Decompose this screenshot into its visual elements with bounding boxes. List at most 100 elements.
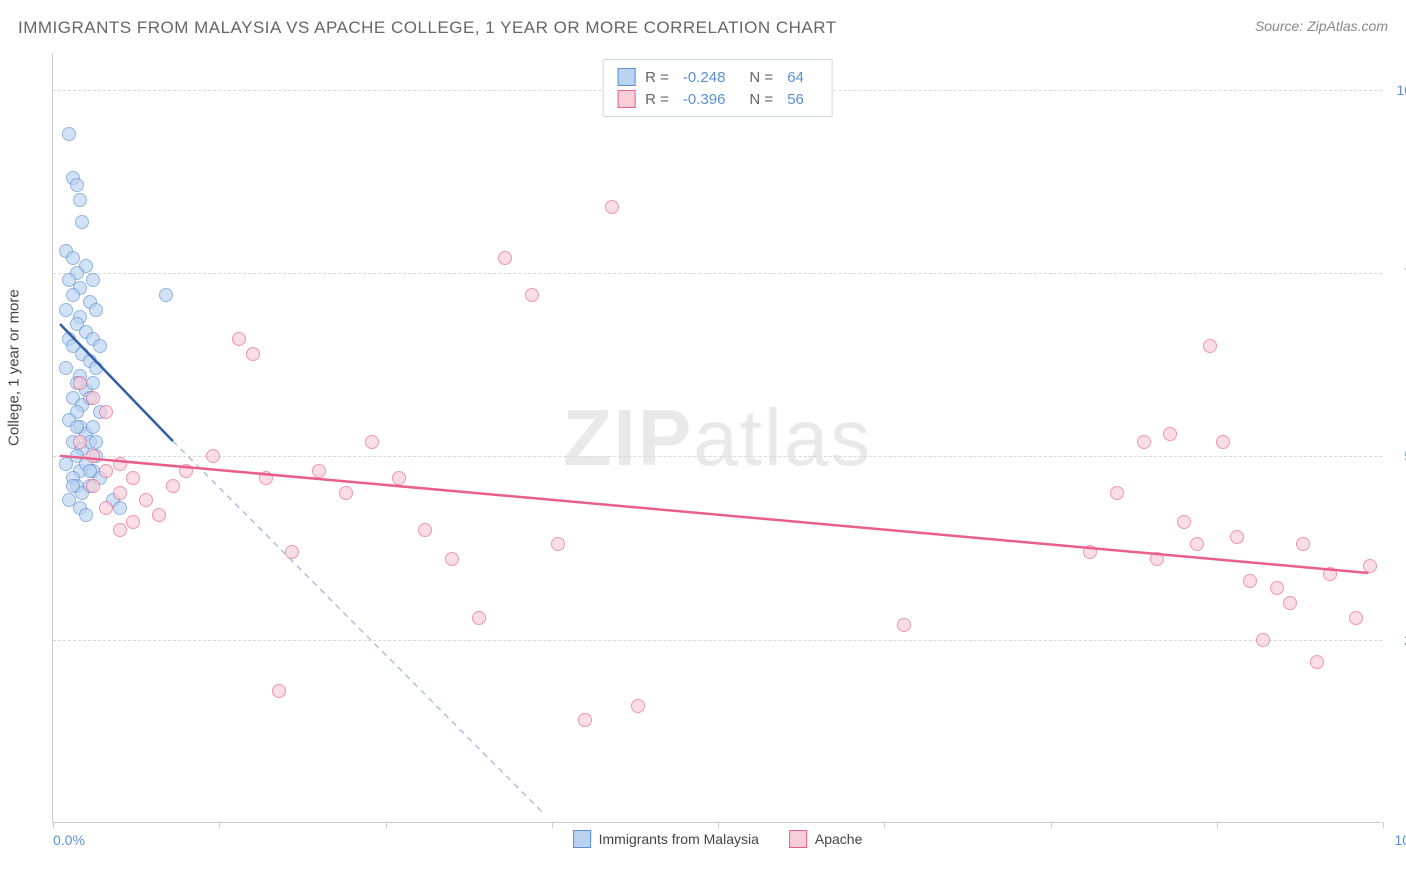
x-tick bbox=[53, 822, 54, 828]
n-label: N = bbox=[749, 91, 773, 108]
source-name: ZipAtlas.com bbox=[1307, 18, 1388, 34]
x-axis-min-label: 0.0% bbox=[53, 832, 85, 848]
data-point bbox=[79, 508, 93, 522]
data-point bbox=[70, 178, 84, 192]
data-point bbox=[285, 545, 299, 559]
x-tick bbox=[718, 822, 719, 828]
data-point bbox=[99, 405, 113, 419]
data-point bbox=[472, 611, 486, 625]
chart-title: IMMIGRANTS FROM MALAYSIA VS APACHE COLLE… bbox=[18, 18, 837, 38]
data-point bbox=[339, 486, 353, 500]
data-point bbox=[113, 501, 127, 515]
data-point bbox=[179, 464, 193, 478]
x-tick bbox=[1051, 822, 1052, 828]
data-point bbox=[89, 361, 103, 375]
data-point bbox=[99, 464, 113, 478]
legend-label: Immigrants from Malaysia bbox=[599, 831, 759, 847]
data-point bbox=[86, 391, 100, 405]
y-axis-title: College, 1 year or more bbox=[6, 289, 23, 446]
data-point bbox=[126, 515, 140, 529]
data-point bbox=[159, 288, 173, 302]
chart-container: IMMIGRANTS FROM MALAYSIA VS APACHE COLLE… bbox=[0, 0, 1406, 892]
data-point bbox=[93, 339, 107, 353]
data-point bbox=[126, 471, 140, 485]
data-point bbox=[99, 501, 113, 515]
x-tick bbox=[1383, 822, 1384, 828]
data-point bbox=[1203, 339, 1217, 353]
data-point bbox=[86, 420, 100, 434]
data-point bbox=[166, 479, 180, 493]
y-tick-label: 100.0% bbox=[1397, 82, 1406, 98]
data-point bbox=[1150, 552, 1164, 566]
data-point bbox=[551, 537, 565, 551]
r-label: R = bbox=[645, 91, 669, 108]
data-point bbox=[897, 618, 911, 632]
n-label: N = bbox=[749, 69, 773, 86]
watermark: ZIPatlas bbox=[563, 392, 872, 484]
data-point bbox=[139, 493, 153, 507]
data-point bbox=[1083, 545, 1097, 559]
legend-stats-box: R =-0.248N =64R =-0.396N =56 bbox=[602, 59, 833, 117]
data-point bbox=[1363, 559, 1377, 573]
r-label: R = bbox=[645, 69, 669, 86]
legend-series: Immigrants from Malaysia Apache bbox=[573, 830, 863, 848]
data-point bbox=[525, 288, 539, 302]
watermark-light: atlas bbox=[693, 393, 872, 482]
data-point bbox=[1190, 537, 1204, 551]
legend-swatch bbox=[617, 68, 635, 86]
x-tick bbox=[219, 822, 220, 828]
data-point bbox=[113, 523, 127, 537]
data-point bbox=[1216, 435, 1230, 449]
data-point bbox=[59, 457, 73, 471]
legend-item: Immigrants from Malaysia bbox=[573, 830, 759, 848]
legend-swatch bbox=[789, 830, 807, 848]
data-point bbox=[1283, 596, 1297, 610]
legend-swatch bbox=[573, 830, 591, 848]
data-point bbox=[66, 479, 80, 493]
data-point bbox=[86, 273, 100, 287]
data-point bbox=[1243, 574, 1257, 588]
trend-lines-layer bbox=[53, 53, 1382, 822]
trend-line bbox=[60, 456, 1368, 573]
data-point bbox=[66, 288, 80, 302]
source-prefix: Source: bbox=[1255, 18, 1307, 34]
legend-item: Apache bbox=[789, 830, 862, 848]
r-value: -0.396 bbox=[683, 91, 726, 108]
data-point bbox=[365, 435, 379, 449]
x-tick bbox=[1217, 822, 1218, 828]
x-axis-max-label: 100.0% bbox=[1395, 832, 1406, 848]
data-point bbox=[83, 464, 97, 478]
n-value: 56 bbox=[787, 91, 804, 108]
gridline bbox=[53, 640, 1382, 641]
x-tick bbox=[884, 822, 885, 828]
data-point bbox=[89, 303, 103, 317]
legend-swatch bbox=[617, 90, 635, 108]
data-point bbox=[272, 684, 286, 698]
source-attribution: Source: ZipAtlas.com bbox=[1255, 18, 1388, 34]
gridline bbox=[53, 456, 1382, 457]
data-point bbox=[59, 303, 73, 317]
legend-label: Apache bbox=[815, 831, 862, 847]
data-point bbox=[1230, 530, 1244, 544]
data-point bbox=[62, 127, 76, 141]
data-point bbox=[73, 193, 87, 207]
data-point bbox=[70, 420, 84, 434]
data-point bbox=[631, 699, 645, 713]
data-point bbox=[232, 332, 246, 346]
data-point bbox=[445, 552, 459, 566]
data-point bbox=[418, 523, 432, 537]
data-point bbox=[73, 376, 87, 390]
data-point bbox=[1256, 633, 1270, 647]
n-value: 64 bbox=[787, 69, 804, 86]
data-point bbox=[86, 376, 100, 390]
data-point bbox=[152, 508, 166, 522]
data-point bbox=[246, 347, 260, 361]
data-point bbox=[578, 713, 592, 727]
data-point bbox=[498, 251, 512, 265]
data-point bbox=[86, 479, 100, 493]
x-tick bbox=[552, 822, 553, 828]
data-point bbox=[75, 215, 89, 229]
data-point bbox=[1270, 581, 1284, 595]
trend-line bbox=[173, 441, 545, 815]
data-point bbox=[73, 435, 87, 449]
